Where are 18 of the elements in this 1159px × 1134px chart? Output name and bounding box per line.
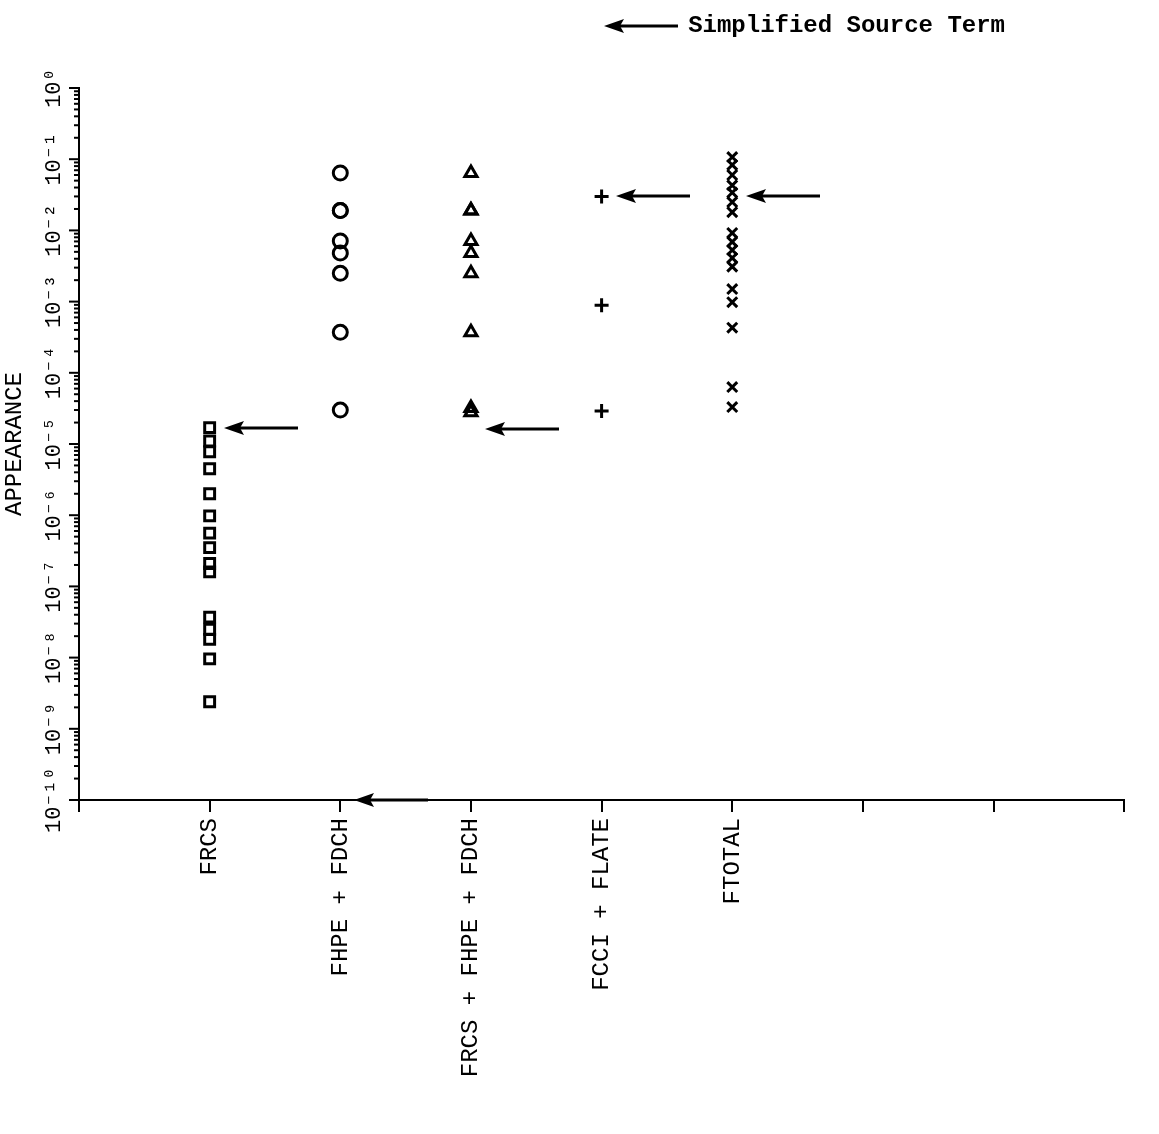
x-tick-label: FCCI + FLATE — [587, 818, 615, 991]
y-tick-label: 10⁻⁵ — [41, 417, 67, 471]
y-axis-title: APPEARANCE — [0, 371, 28, 517]
x-tick-label: FHPE + FDCH — [326, 818, 354, 977]
legend-label: Simplified Source Term — [688, 12, 1005, 39]
y-tick-label: 10⁻¹⁰ — [41, 766, 67, 834]
y-tick-label: 10⁻¹ — [41, 132, 67, 186]
x-tick-label: FRCS — [196, 818, 224, 876]
y-tick-label: 10⁻⁸ — [41, 631, 67, 685]
y-tick-label: 10⁻⁹ — [41, 702, 67, 756]
y-tick-label: 10⁰ — [41, 68, 67, 108]
y-tick-label: 10⁻⁴ — [41, 346, 67, 400]
x-tick-label: FTOTAL — [718, 818, 746, 905]
y-tick-label: 10⁻² — [41, 203, 67, 257]
y-tick-label: 10⁻³ — [41, 275, 67, 329]
y-tick-label: 10⁻⁷ — [41, 559, 67, 613]
y-tick-label: 10⁻⁶ — [41, 488, 67, 542]
x-tick-label: FRCS + FHPE + FDCH — [457, 818, 485, 1078]
